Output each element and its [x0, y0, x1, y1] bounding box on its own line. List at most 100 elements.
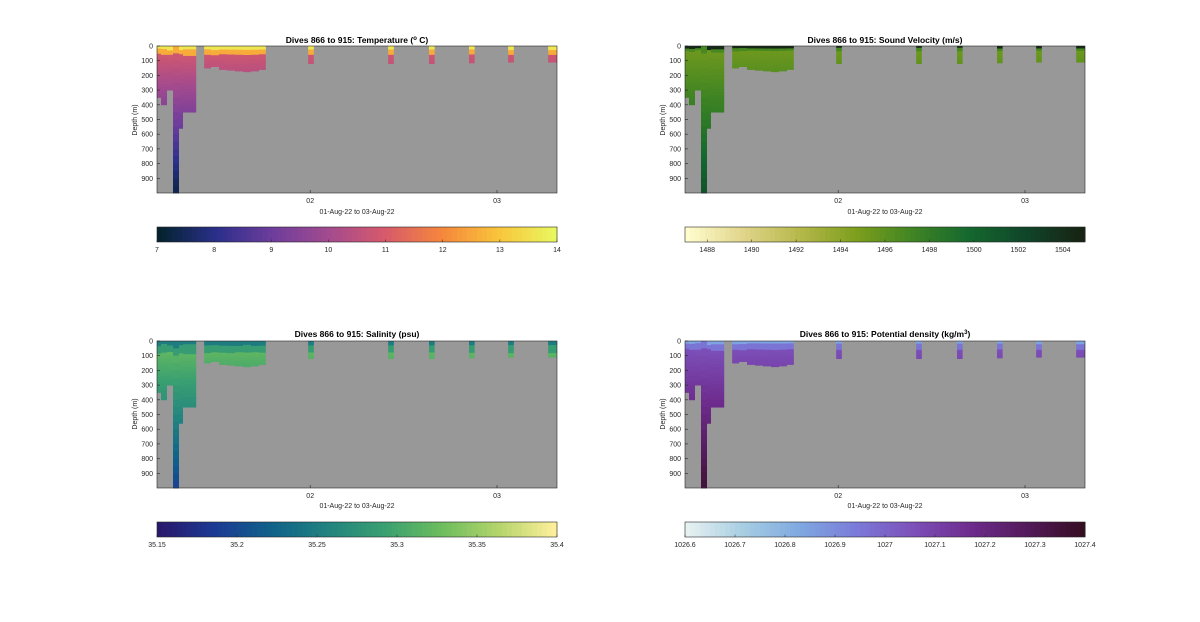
heatmap-cell	[916, 345, 922, 347]
heatmap-cell	[388, 55, 394, 57]
heatmap-cell	[429, 352, 435, 354]
heatmap-cell	[308, 353, 314, 355]
heatmap-cell	[204, 359, 211, 362]
heatmap-cell	[211, 60, 219, 62]
heatmap-cell	[755, 349, 763, 352]
heatmap-cell	[689, 343, 695, 348]
heatmap-cell	[763, 54, 771, 57]
colorbar-tick-label: 7	[155, 247, 159, 254]
colorbar-segment	[1005, 227, 1011, 242]
colorbar-segment	[895, 522, 901, 537]
colorbar-segment	[357, 522, 363, 537]
heatmap-cell	[707, 107, 711, 113]
heatmap-cell	[189, 344, 197, 349]
heatmap-cell	[763, 56, 771, 58]
heatmap-cell	[308, 56, 314, 58]
heatmap-cell	[836, 50, 842, 52]
heatmap-cell	[211, 358, 219, 360]
heatmap-cell	[388, 48, 394, 50]
heatmap-cell	[173, 392, 179, 401]
heatmap-cell	[211, 65, 219, 67]
colorbar-segment	[760, 522, 766, 537]
heatmap-cell	[227, 349, 235, 352]
heatmap-cell	[997, 60, 1003, 62]
heatmap-cell	[739, 52, 747, 54]
heatmap-cell	[548, 352, 557, 354]
heatmap-cell	[179, 415, 183, 420]
heatmap-cell	[957, 357, 963, 360]
heatmap-cell	[179, 54, 183, 59]
heatmap-cell	[308, 354, 314, 356]
y-tick-label: 0	[677, 44, 681, 51]
heatmap-cell	[732, 50, 739, 52]
heatmap-cell	[204, 63, 211, 66]
heatmap-cell	[204, 51, 211, 54]
colorbar-segment	[685, 227, 691, 242]
heatmap-cell	[957, 61, 963, 64]
heatmap-cell	[739, 46, 747, 48]
heatmap-cell	[689, 346, 695, 351]
heatmap-cell	[701, 414, 707, 423]
heatmap-cell	[695, 358, 701, 362]
heatmap-cell	[243, 361, 251, 364]
colorbar-segment	[367, 522, 373, 537]
colorbar-segment	[770, 227, 776, 242]
heatmap-cell	[763, 49, 771, 52]
heatmap-cell	[167, 347, 173, 351]
colorbar-segment	[990, 227, 996, 242]
heatmap-cell	[235, 59, 243, 62]
colorbar-tick-label: 1027	[877, 542, 893, 549]
heatmap-cell	[787, 60, 794, 62]
colorbar-segment	[207, 522, 213, 537]
colorbar-segment	[172, 227, 178, 242]
heatmap-cell	[732, 49, 739, 51]
heatmap-cell	[732, 60, 739, 62]
heatmap-cell	[747, 349, 755, 351]
heatmap-cell	[732, 356, 739, 358]
heatmap-cell	[219, 50, 227, 53]
heatmap-cell	[235, 353, 243, 356]
heatmap-cell	[211, 48, 219, 50]
heatmap-cell	[508, 47, 514, 49]
heatmap-cell	[211, 51, 219, 53]
heatmap-cell	[711, 387, 717, 392]
heatmap-cell	[747, 346, 755, 349]
heatmap-cell	[836, 345, 842, 347]
heatmap-cell	[388, 62, 394, 65]
heatmap-cell	[836, 346, 842, 348]
heatmap-cell	[1076, 356, 1085, 358]
heatmap-cell	[1076, 343, 1085, 345]
y-tick-label: 300	[141, 383, 153, 390]
heatmap-cell	[469, 356, 475, 358]
heatmap-cell	[189, 95, 197, 100]
heatmap-cell	[689, 60, 695, 65]
heatmap-cell	[707, 99, 711, 105]
heatmap-cell	[707, 406, 711, 412]
heatmap-cell	[235, 342, 243, 344]
heatmap-cell	[763, 57, 771, 59]
heatmap-cell	[916, 58, 922, 60]
heatmap-cell	[957, 355, 963, 357]
heatmap-cell	[747, 362, 755, 364]
heatmap-cell	[695, 347, 701, 351]
heatmap-cell	[235, 343, 243, 346]
heatmap-cell	[189, 341, 197, 345]
heatmap-cell	[227, 58, 235, 60]
heatmap-cell	[707, 373, 711, 379]
heatmap-cell	[771, 356, 779, 359]
heatmap-cell	[308, 53, 314, 56]
heatmap-cell	[685, 343, 689, 347]
heatmap-cell	[997, 341, 1003, 344]
heatmap-cell	[204, 58, 211, 60]
heatmap-cell	[179, 107, 183, 113]
colorbar-segment	[167, 227, 173, 242]
heatmap-cell	[161, 367, 167, 371]
heatmap-cell	[997, 348, 1003, 350]
heatmap-cell	[685, 76, 689, 80]
colorbar-segment	[965, 227, 971, 242]
heatmap-cell	[179, 50, 183, 55]
y-tick-label: 800	[141, 456, 153, 463]
heatmap-cell	[388, 343, 394, 345]
heatmap-cell	[429, 53, 435, 55]
